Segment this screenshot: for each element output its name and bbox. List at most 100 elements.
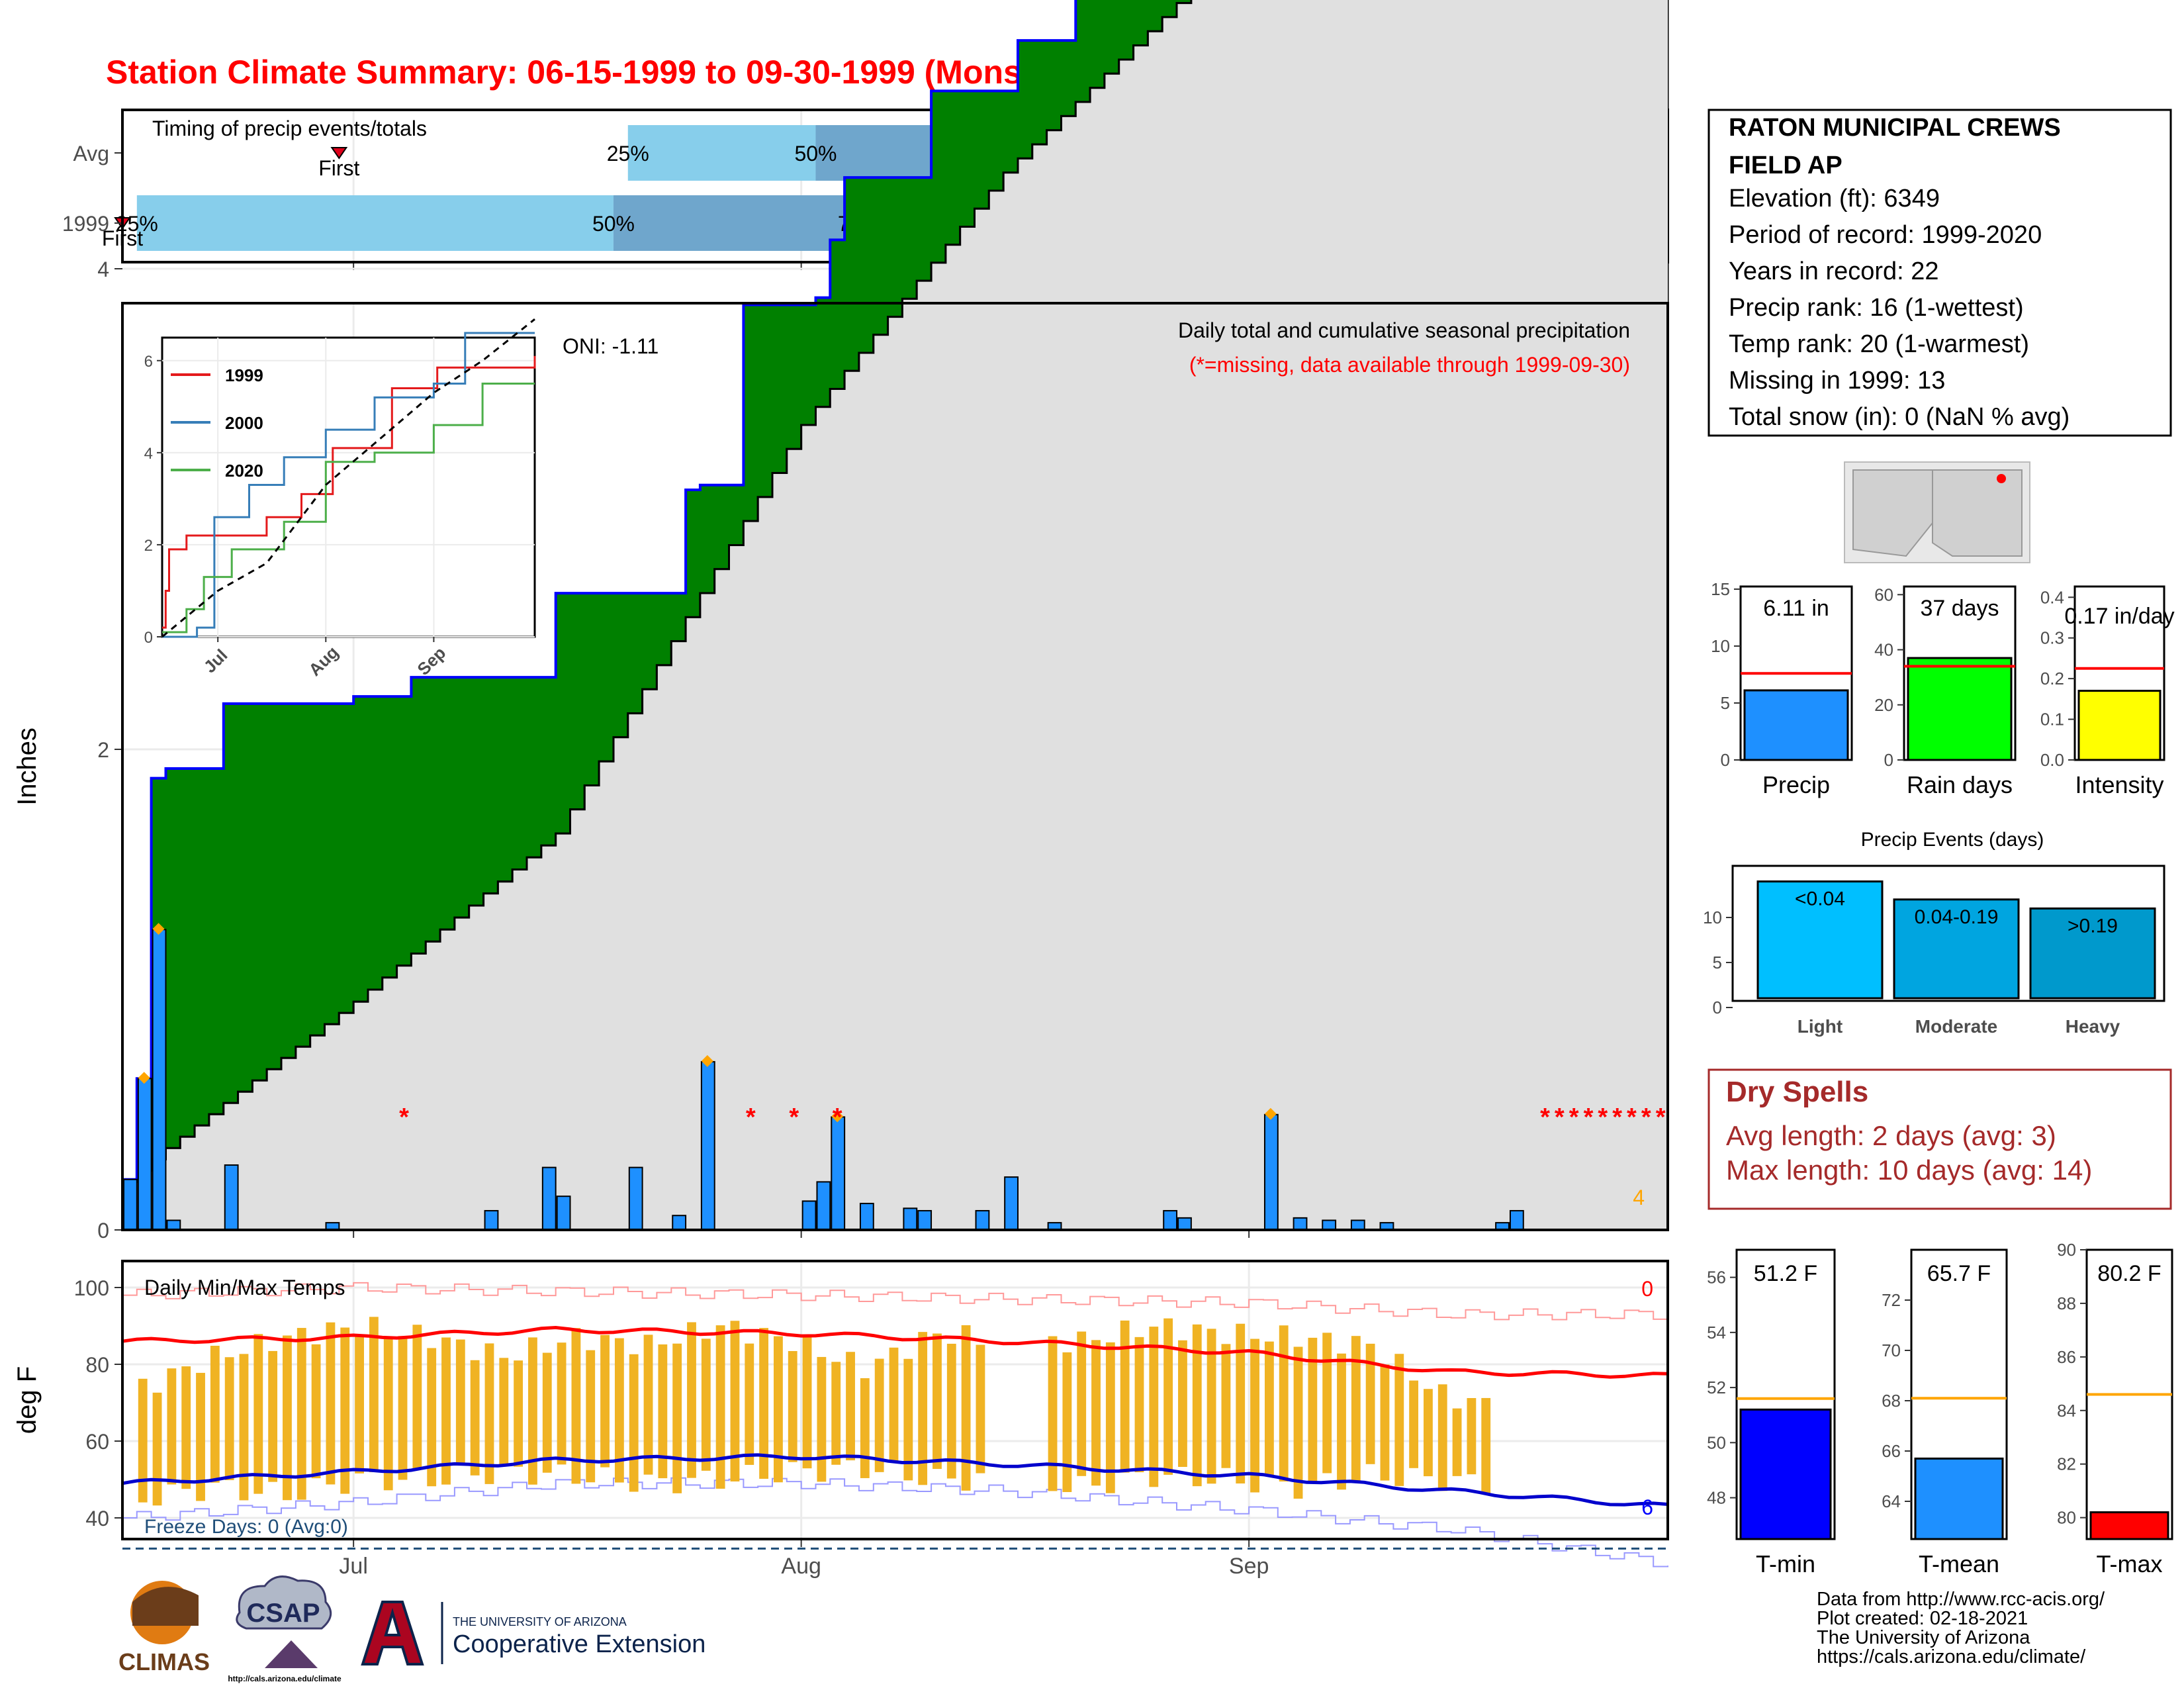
daily-temp-range-bar <box>1293 1346 1303 1499</box>
temp-bars-panel: 48 50 52 54 56 51.2 F T-min 64 66 68 70 72 65.7 F T-m… <box>1707 1240 2173 1577</box>
daily-temp-range-bar <box>586 1350 596 1483</box>
daily-temp-range-bar <box>499 1358 509 1465</box>
daily-temp-range-bar <box>1206 1329 1216 1484</box>
daily-precip-bar <box>1163 1209 1178 1231</box>
daily-temp-range-bar <box>268 1350 278 1482</box>
inset-legend-label: 2000 <box>225 413 263 433</box>
ua-logo-big-text: Cooperative Extension <box>453 1630 705 1658</box>
inset-x-tick-label: Aug <box>304 642 342 680</box>
daily-temp-range-bar <box>846 1352 855 1461</box>
temp-bar-y-tick-label: 68 <box>1882 1391 1901 1411</box>
inset-series-line-2000 <box>162 332 535 638</box>
daily-precip-bar <box>672 1215 687 1231</box>
main-frame <box>121 302 1669 1231</box>
daily-temp-range-bar <box>283 1335 292 1501</box>
temp-bar-box-label: 80.2 F <box>2097 1261 2161 1286</box>
event-category-label: Heavy <box>2066 1016 2120 1037</box>
daily-temp-range-bar <box>167 1368 177 1485</box>
daily-temp-range-bar <box>224 1357 234 1480</box>
timing-row-label: Avg <box>73 142 109 165</box>
temp-y-tick-label: 80 <box>85 1353 109 1377</box>
cumulative-fill <box>122 0 1668 1230</box>
daily-temp-range-bar <box>715 1325 725 1489</box>
daily-temp-range-bar <box>903 1358 913 1481</box>
inset-y-tick-label: 6 <box>144 353 153 371</box>
temp-bar-y-tick-label: 82 <box>2057 1454 2076 1474</box>
daily-temp-range-bar <box>138 1378 148 1503</box>
extreme-marker <box>138 1072 150 1084</box>
extreme-marker <box>831 1110 844 1123</box>
daily-temp-range-bar <box>1264 1341 1274 1476</box>
inset-average-line <box>161 318 535 638</box>
daily-temp-range-bar <box>514 1360 523 1467</box>
daily-temp-range-bar <box>658 1344 668 1479</box>
daily-temp-range-bar <box>528 1337 537 1485</box>
station-info-line: Temp rank: 20 (1-warmest) <box>1729 330 2029 358</box>
dry-spells-avg: Avg length: 2 days (avg: 3) <box>1726 1120 2056 1151</box>
csap-logo-text: CSAP <box>246 1599 320 1628</box>
avg-max-line <box>122 1325 1668 1379</box>
daily-temp-range-bar <box>860 1378 870 1478</box>
ua-logo-small-text: THE UNIVERSITY OF ARIZONA <box>453 1615 627 1628</box>
mini-box-label: 37 days <box>1920 596 1999 621</box>
daily-temp-range-bar <box>1437 1384 1447 1491</box>
month-tick-label: Jul <box>339 1554 367 1579</box>
station-name: RATON MUNICIPAL CREWS <box>1729 114 2061 142</box>
csap-logo-url: http://cals.arizona.edu/climate <box>228 1674 341 1683</box>
inset-series-line-2020 <box>162 383 535 633</box>
mini-y-tick-label: 10 <box>1711 636 1730 656</box>
missing-day-marker: * <box>833 1103 842 1131</box>
temp-bar-y-tick-label: 52 <box>1707 1378 1726 1397</box>
daily-precip-bar <box>700 1060 715 1231</box>
event-category-label: Light <box>1797 1016 1843 1037</box>
main-y-tick-label: 4 <box>97 258 109 281</box>
station-info-line: Missing in 1999: 13 <box>1729 367 1945 395</box>
daily-temp-range-bar <box>1380 1364 1390 1481</box>
station-info-line: Years in record: 22 <box>1729 258 1939 285</box>
temp-bar-y-tick-label: 70 <box>1882 1340 1901 1360</box>
daily-precip-bar <box>1509 1209 1524 1231</box>
event-category-label: Moderate <box>1915 1016 1997 1037</box>
mini-bar-precip <box>1743 689 1849 761</box>
daily-temp-range-bar <box>1062 1352 1072 1493</box>
timing-q25-label: 25% <box>607 142 649 165</box>
daily-temp-range-bar <box>1250 1338 1259 1493</box>
station-box <box>1707 109 2172 437</box>
daily-temp-range-bar <box>1452 1408 1462 1476</box>
oni-label: ONI: -1.11 <box>563 334 659 358</box>
events-title: Precip Events (days) <box>1861 829 2044 851</box>
corner-count: 4 <box>1633 1186 1645 1209</box>
daily-temp-range-bar <box>759 1328 769 1479</box>
daily-temp-range-bar <box>181 1366 191 1489</box>
dry-spells-max: Max length: 10 days (avg: 14) <box>1726 1154 2092 1186</box>
first-event-label: First <box>318 156 359 180</box>
inset-y-tick-label: 2 <box>144 537 153 555</box>
daily-temp-range-bar <box>253 1334 263 1494</box>
missing-day-marker: * <box>1612 1103 1622 1131</box>
daily-temp-range-bar <box>1365 1343 1375 1464</box>
temp-bar-x-label: T-mean <box>1919 1550 1999 1577</box>
daily-precip-bar <box>166 1219 181 1231</box>
missing-day-marker: * <box>399 1103 409 1131</box>
dry-spells-box <box>1707 1068 2172 1210</box>
mini-bar-intensity <box>2077 690 2161 761</box>
daily-temp-range-bar <box>239 1354 249 1501</box>
missing-day-marker: * <box>1540 1103 1550 1131</box>
temp-panel-label: Daily Min/Max Temps <box>144 1276 345 1299</box>
daily-precip-bar <box>831 1116 846 1231</box>
timing-row-label: 1999 <box>62 212 109 236</box>
daily-temp-range-bar <box>1091 1340 1101 1486</box>
timing-panel-label: Timing of precip events/totals <box>152 117 427 140</box>
daily-temp-range-bar <box>1409 1380 1419 1468</box>
daily-temp-range-bar <box>961 1325 971 1491</box>
mini-y-tick-label: 0.1 <box>2040 710 2064 729</box>
main-y-axis-title: Inches <box>13 727 42 806</box>
main-y-tick-label: 2 <box>97 738 109 762</box>
temp-y-tick-label: 40 <box>85 1507 109 1530</box>
missing-day-marker: * <box>1569 1103 1579 1131</box>
temp-bar-box-label: 65.7 F <box>1927 1261 1991 1286</box>
daily-temp-range-bar <box>196 1372 205 1501</box>
missing-day-marker: * <box>789 1103 799 1131</box>
event-bar-label: >0.19 <box>2068 915 2118 937</box>
temp-bar-t-max <box>2089 1511 2169 1540</box>
